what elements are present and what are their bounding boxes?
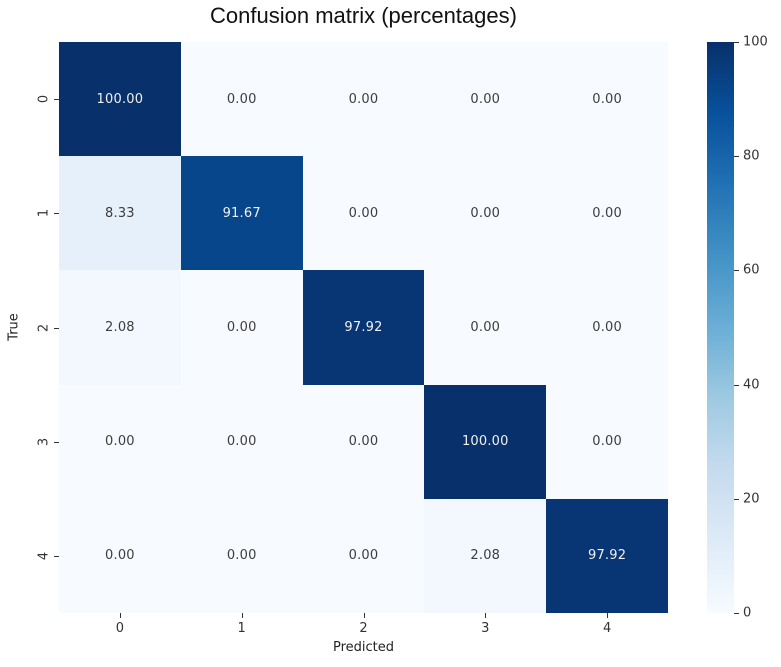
cell-value: 0.00 — [592, 91, 622, 107]
heatmap-cell: 0.00 — [59, 384, 181, 499]
x-tick-label: 3 — [481, 621, 490, 636]
y-tick-mark — [54, 327, 59, 329]
colorbar-tick-mark — [734, 156, 739, 158]
cell-value: 100.00 — [96, 91, 144, 107]
y-tick-mark — [54, 555, 59, 557]
heatmap-cell: 0.00 — [302, 156, 425, 271]
x-tick-label: 2 — [359, 621, 368, 636]
heatmap-cell: 0.00 — [424, 42, 547, 157]
y-tick-label: 4 — [36, 551, 52, 561]
cell-value: 0.00 — [592, 205, 622, 221]
colorbar-tick-mark — [734, 613, 739, 614]
y-tick-mark — [54, 441, 59, 443]
cell-value: 0.00 — [226, 319, 257, 335]
cell-value: 100.00 — [461, 434, 509, 450]
cell-value: 0.00 — [226, 434, 257, 450]
cell-value: 91.67 — [222, 205, 261, 221]
heatmap-cell: 0.00 — [546, 156, 668, 271]
cell-value: 0.00 — [592, 319, 622, 335]
y-tick-label: 2 — [36, 323, 52, 332]
x-tick-mark — [363, 613, 365, 618]
x-tick-mark — [241, 613, 243, 618]
y-tick-label: 3 — [36, 437, 52, 446]
x-tick-label: 4 — [602, 621, 612, 636]
colorbar-tick-mark — [734, 270, 739, 272]
cell-value: 0.00 — [226, 548, 257, 564]
colorbar-tick-label: 100 — [743, 34, 768, 50]
heatmap-cell: 2.08 — [424, 498, 547, 613]
heatmap: 100.00 0.00 0.00 0.00 0.00 8.33 91.67 0.00 0.00 0… — [59, 42, 668, 613]
cell-value: 8.33 — [105, 205, 135, 221]
colorbar-tick-label: 80 — [743, 148, 760, 164]
heatmap-cell: 91.67 — [180, 156, 303, 271]
cell-value: 2.08 — [105, 319, 135, 335]
heatmap-cell: 0.00 — [180, 498, 303, 613]
heatmap-cell: 100.00 — [424, 384, 547, 499]
cell-value: 97.92 — [587, 548, 627, 564]
cell-value: 0.00 — [348, 91, 379, 107]
y-axis-label: True — [6, 313, 22, 341]
cell-value: 0.00 — [348, 434, 379, 450]
cell-value: 97.92 — [344, 319, 383, 335]
heatmap-cell: 100.00 — [59, 42, 181, 157]
x-tick-label: 1 — [237, 621, 246, 636]
heatmap-cell: 97.92 — [302, 270, 425, 385]
cell-value: 0.00 — [226, 91, 257, 107]
heatmap-cell: 0.00 — [302, 384, 425, 499]
cell-value: 0.00 — [348, 548, 379, 564]
y-tick-label: 1 — [36, 209, 52, 218]
heatmap-cell: 0.00 — [546, 42, 668, 157]
heatmap-cell: 0.00 — [59, 498, 181, 613]
heatmap-cell: 0.00 — [180, 42, 303, 157]
colorbar-tick-label: 0 — [743, 605, 752, 621]
x-tick-mark — [119, 613, 121, 618]
heatmap-cell: 0.00 — [424, 156, 547, 271]
heatmap-cell: 0.00 — [302, 498, 425, 613]
chart-title: Confusion matrix (percentages) — [210, 3, 517, 28]
heatmap-cell: 0.00 — [302, 42, 425, 157]
y-tick-label: 0 — [36, 94, 52, 104]
cell-value: 2.08 — [470, 548, 501, 564]
cell-value: 0.00 — [470, 205, 501, 221]
x-axis-label: Predicted — [332, 640, 395, 655]
colorbar-tick-label: 60 — [743, 262, 760, 278]
colorbar-tick-mark — [734, 498, 739, 500]
cell-value: 0.00 — [105, 434, 135, 450]
y-tick-mark — [54, 99, 59, 101]
x-tick-label: 0 — [115, 621, 125, 636]
x-tick-mark — [607, 613, 609, 618]
heatmap-cell: 97.92 — [546, 498, 668, 613]
colorbar-tick-mark — [734, 384, 739, 386]
heatmap-cell: 0.00 — [180, 270, 303, 385]
colorbar-tick-label: 20 — [743, 491, 760, 507]
y-tick-mark — [54, 213, 59, 215]
cell-value: 0.00 — [470, 91, 501, 107]
heatmap-cell: 2.08 — [59, 270, 181, 385]
heatmap-cell: 0.00 — [546, 384, 668, 499]
heatmap-cell: 8.33 — [59, 156, 181, 271]
colorbar-tick-mark — [734, 42, 739, 43]
cell-value: 0.00 — [348, 205, 379, 221]
cell-value: 0.00 — [592, 434, 622, 450]
cell-value: 0.00 — [105, 548, 135, 564]
heatmap-cell: 0.00 — [180, 384, 303, 499]
heatmap-cell: 0.00 — [546, 270, 668, 385]
x-tick-mark — [485, 613, 487, 618]
cell-value: 0.00 — [470, 319, 501, 335]
colorbar — [707, 42, 734, 613]
heatmap-cell: 0.00 — [424, 270, 547, 385]
colorbar-tick-label: 40 — [743, 377, 760, 393]
